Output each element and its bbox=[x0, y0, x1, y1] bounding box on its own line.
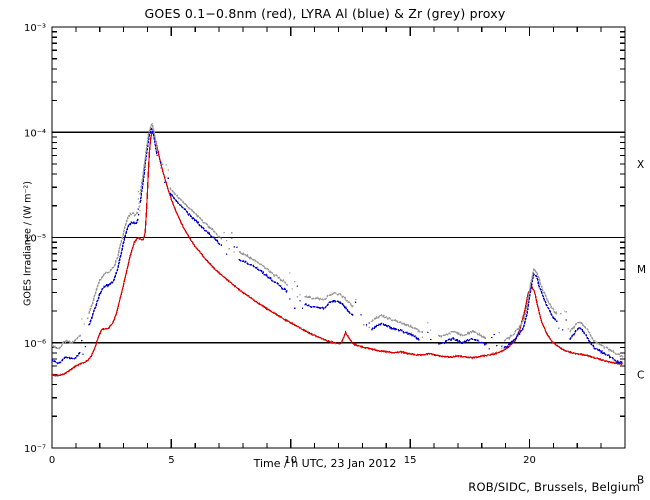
flare-class-label-x: X bbox=[637, 159, 644, 171]
footer-credit: ROB/SIDC, Brussels, Belgium bbox=[468, 480, 640, 494]
series-line bbox=[139, 122, 158, 195]
series-line bbox=[569, 326, 624, 365]
series-line bbox=[88, 211, 139, 315]
series-line bbox=[139, 127, 158, 203]
series-line bbox=[52, 333, 82, 350]
x-tick-label: 0 bbox=[49, 455, 55, 466]
y-axis-label: GOES Irradiance / (W m⁻²) bbox=[22, 181, 34, 306]
series-line bbox=[238, 250, 288, 286]
series-line bbox=[304, 299, 354, 316]
series-line bbox=[169, 192, 223, 247]
flare-class-label-b: B bbox=[637, 475, 644, 487]
flare-class-label-m: M bbox=[637, 264, 646, 276]
series-line bbox=[52, 131, 624, 377]
series-line bbox=[569, 321, 624, 358]
series-line bbox=[169, 187, 223, 240]
y-tick-label: 10⁻⁵ bbox=[24, 234, 46, 245]
flare-class-label-c: C bbox=[637, 369, 644, 381]
chart-title: GOES 0.1−0.8nm (red), LYRA Al (blue) & Z… bbox=[144, 6, 506, 21]
x-tick-label: 15 bbox=[404, 455, 417, 466]
series-line bbox=[88, 218, 139, 326]
x-tick-label: 20 bbox=[523, 455, 536, 466]
series-line bbox=[52, 351, 82, 365]
series-line bbox=[438, 336, 488, 346]
series-line bbox=[371, 322, 421, 341]
series-line bbox=[238, 258, 288, 293]
data-series-group bbox=[52, 122, 624, 377]
series-line bbox=[304, 291, 354, 309]
x-tick-label: 10 bbox=[284, 455, 297, 466]
series-line bbox=[503, 272, 558, 349]
y-tick-label: 10⁻⁶ bbox=[24, 339, 46, 350]
series-line bbox=[503, 268, 558, 342]
series-line bbox=[438, 329, 488, 340]
series-line bbox=[371, 313, 421, 334]
y-tick-label: 10⁻³ bbox=[24, 23, 46, 34]
y-tick-label: 10⁻⁷ bbox=[24, 444, 46, 455]
x-axis-label: Time / h UTC, 23 Jan 2012 bbox=[253, 457, 397, 470]
x-tick-label: 5 bbox=[168, 455, 174, 466]
y-tick-label: 10⁻⁴ bbox=[24, 128, 46, 139]
